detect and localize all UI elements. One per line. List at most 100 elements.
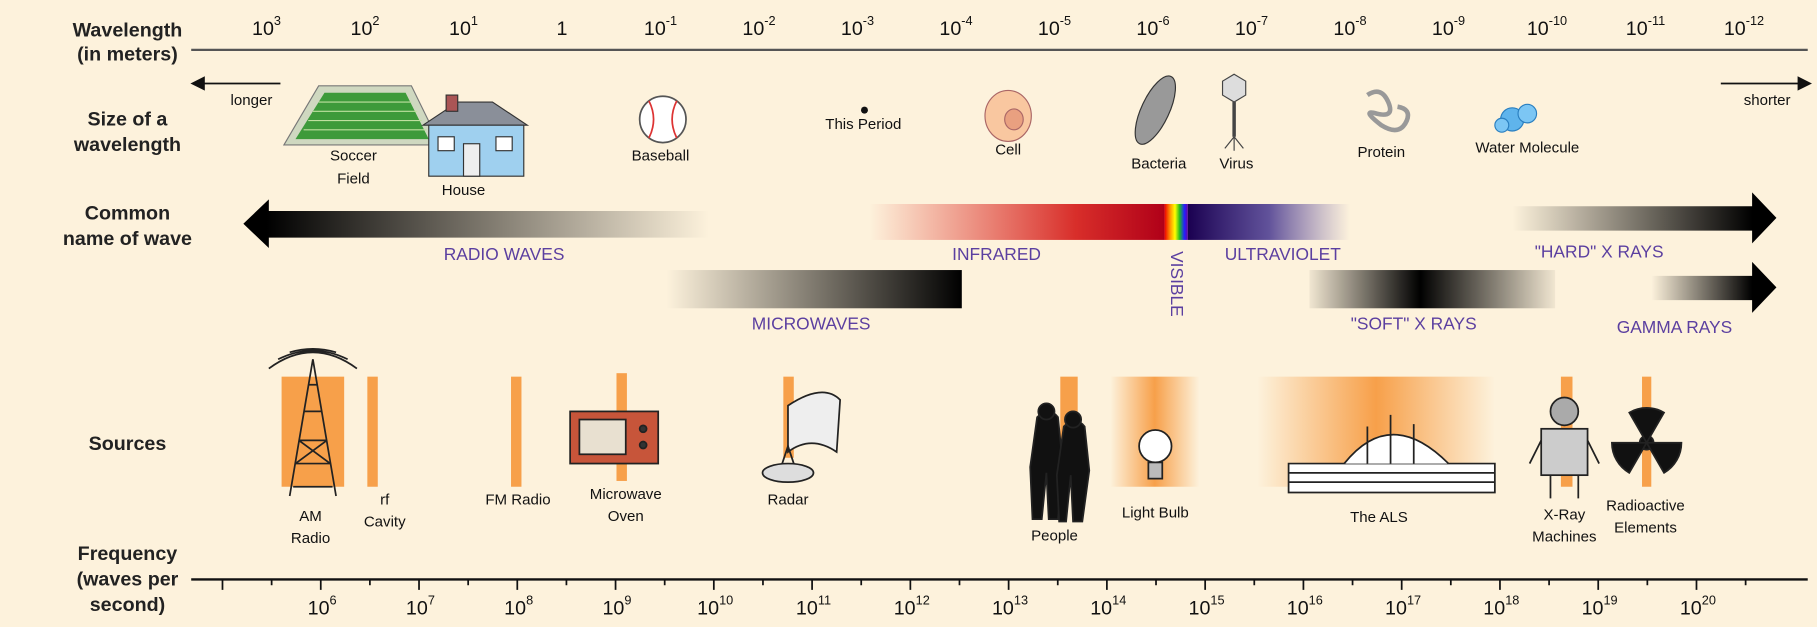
frequency-tick-label: 1012	[894, 593, 930, 620]
row-label-line: name of wave	[63, 228, 192, 250]
wave-bands-part	[869, 204, 1164, 240]
wavelength-tick-label-base: 10	[1136, 18, 1158, 40]
wave-name-line: "HARD" X RAYS	[1535, 241, 1664, 261]
size-example-label-line: Field	[337, 171, 370, 188]
frequency-tick-label-base: 10	[992, 598, 1014, 620]
wavelength-tick-label-base: 10	[1724, 18, 1746, 40]
frequency-tick-label-exp: 18	[1505, 593, 1519, 608]
row-label: Frequency(waves persecond)	[77, 543, 179, 616]
frequency-tick-label-exp: 7	[428, 593, 435, 608]
source-label-line: FM Radio	[485, 492, 550, 509]
frequency-tick-label-exp: 15	[1210, 593, 1224, 608]
wavelength-tick-label: 10-1	[644, 13, 677, 40]
source-label-line: Microwave	[590, 486, 662, 503]
wave-name-line: RADIO WAVES	[444, 244, 565, 264]
wavelength-tick-label: 10-2	[742, 13, 775, 40]
source-icons-part	[1289, 464, 1495, 493]
source-label-line: Elements	[1614, 519, 1677, 536]
frequency-tick-label-exp: 16	[1309, 593, 1323, 608]
frequency-tick-label: 1013	[992, 593, 1028, 620]
wavelength-tick-label: 10-5	[1038, 13, 1071, 40]
wavelength-tick-label: 10-9	[1432, 13, 1465, 40]
frequency-tick-label: 106	[308, 593, 337, 620]
source-icons-part	[1550, 398, 1578, 426]
wavelength-tick-label-base: 10	[1432, 18, 1454, 40]
direction-label-line: longer	[231, 92, 273, 109]
frequency-tick-label-base: 10	[697, 598, 719, 620]
wavelength-tick-label-exp: 1	[471, 13, 478, 28]
size-example-label: Cell	[995, 142, 1021, 159]
size-icons-part	[1495, 118, 1509, 132]
frequency-tick-label: 1018	[1483, 593, 1519, 620]
frequency-tick-label-base: 10	[796, 598, 818, 620]
wave-name: "HARD" X RAYS	[1535, 241, 1664, 261]
frequency-tick-label-exp: 12	[916, 593, 930, 608]
wavelength-tick-label-base: 1	[557, 18, 568, 40]
size-example-label-line: This Period	[825, 116, 901, 133]
size-example-label-line: Cell	[995, 142, 1021, 159]
wavelength-tick-label-exp: -7	[1257, 13, 1268, 28]
frequency-tick-label: 1014	[1090, 593, 1126, 620]
wave-bands-part	[1188, 204, 1350, 240]
size-icons-part	[1223, 74, 1246, 102]
row-label-line: second)	[90, 594, 165, 616]
frequency-tick-label-exp: 8	[526, 593, 533, 608]
size-example-label: This Period	[825, 116, 901, 133]
wave-name-line: ULTRAVIOLET	[1225, 244, 1342, 264]
size-example-label-line: Bacteria	[1131, 156, 1187, 173]
row-label-line: Size of a	[88, 109, 169, 131]
wave-name: "SOFT" X RAYS	[1351, 313, 1477, 333]
row-label-line: wavelength	[73, 134, 181, 156]
wave-name: ULTRAVIOLET	[1225, 244, 1342, 264]
source-icons-part	[1065, 411, 1081, 427]
wavelength-tick-label-base: 10	[939, 18, 961, 40]
frequency-tick-label: 1017	[1385, 593, 1421, 620]
frequency-tick-label-base: 10	[406, 598, 428, 620]
frequency-tick-label-exp: 13	[1014, 593, 1028, 608]
wave-bands-part	[1309, 270, 1555, 308]
wavelength-tick-label: 10-6	[1136, 13, 1169, 40]
source-bars-part	[511, 377, 521, 487]
source-label-line: X-Ray	[1543, 507, 1585, 524]
size-icons-part	[1005, 109, 1024, 130]
source-icons-part	[269, 349, 357, 369]
size-icons-part	[446, 95, 458, 111]
wavelength-tick-label: 103	[252, 13, 281, 40]
wavelength-tick-label: 10-3	[841, 13, 874, 40]
size-icons-part	[423, 102, 527, 125]
wave-bands-part	[1651, 262, 1776, 313]
frequency-tick-label: 1010	[697, 593, 733, 620]
wavelength-tick-label: 10-7	[1235, 13, 1268, 40]
frequency-tick-label: 1015	[1189, 593, 1225, 620]
spectrum-diagram: Wavelength(in meters)Size of awavelength…	[0, 0, 1817, 627]
wave-bands-part	[243, 199, 709, 248]
size-example-label: Virus	[1219, 156, 1253, 173]
wavelength-tick-label-exp: -2	[764, 13, 775, 28]
source-label-line: AM	[299, 508, 322, 525]
wave-name: VISIBLE	[1168, 251, 1188, 317]
size-icons-part	[1225, 137, 1244, 151]
frequency-tick-label-base: 10	[1189, 598, 1211, 620]
size-example-label-line: House	[442, 182, 485, 199]
wave-bands-part	[1512, 192, 1776, 243]
source-label-line: Machines	[1532, 529, 1596, 546]
wavelength-tick-label-base: 10	[1626, 18, 1648, 40]
wave-bands-part	[1165, 204, 1188, 240]
size-example-label: House	[442, 182, 485, 199]
wavelength-tick-label-base: 10	[742, 18, 764, 40]
frequency-tick-label-base: 10	[1582, 598, 1604, 620]
wavelength-tick-label-exp: -3	[863, 13, 874, 28]
size-icons	[284, 71, 1537, 177]
wavelength-tick-label-exp: -10	[1549, 13, 1567, 28]
wavelength-tick-label: 10-12	[1724, 13, 1764, 40]
wave-name: RADIO WAVES	[444, 244, 565, 264]
source-label-line: The ALS	[1350, 509, 1408, 526]
source-label-line: Oven	[608, 508, 644, 525]
source-icons-part	[1148, 462, 1162, 478]
size-example-label: Baseball	[632, 147, 690, 164]
source-icons-part	[640, 442, 647, 449]
size-icons-part	[640, 96, 686, 142]
source-bars-part	[282, 377, 345, 487]
wavelength-tick-label-base: 10	[252, 18, 274, 40]
row-label-line: (in meters)	[77, 44, 178, 66]
